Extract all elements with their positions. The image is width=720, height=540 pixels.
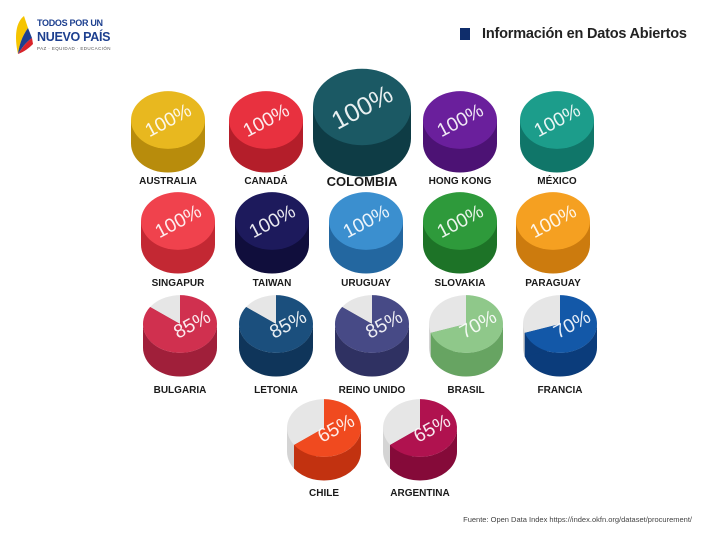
pie-bulgaria: 85%BULGARIA	[142, 295, 217, 396]
pie-top	[141, 192, 215, 250]
logo: TODOS POR UN NUEVO PAÍS PAZ · EQUIDAD · …	[12, 14, 122, 62]
pie-side	[143, 324, 217, 377]
country-label: URUGUAY	[341, 278, 391, 289]
pie-side	[390, 428, 457, 481]
pie-hong-kong: 100%HONG KONG	[423, 91, 497, 187]
pie-top	[516, 192, 590, 250]
country-label: FRANCIA	[538, 385, 583, 396]
pie-singapur: 100%SINGAPUR	[141, 192, 216, 289]
country-label: BRASIL	[447, 385, 484, 396]
pie-mexico: 100%MÉXICO	[520, 91, 594, 187]
pie-side	[239, 324, 313, 377]
country-label: COLOMBIA	[327, 174, 398, 189]
country-label: HONG KONG	[429, 176, 492, 187]
header-square-icon	[460, 28, 470, 40]
pie-side	[294, 428, 361, 481]
header: Información en Datos Abiertos	[460, 26, 687, 42]
country-label: LETONIA	[254, 385, 298, 396]
pie-top	[142, 295, 217, 353]
country-label: SLOVAKIA	[435, 278, 486, 289]
page-title: Información en Datos Abiertos	[482, 26, 687, 42]
pie-argentina: 65%ARGENTINA	[383, 399, 458, 499]
pie-top	[430, 295, 503, 353]
pie-top	[390, 399, 458, 457]
pie-side	[524, 324, 597, 377]
logo-tagline: PAZ · EQUIDAD · EDUCACIÓN	[37, 46, 111, 51]
pie-reino-unido: 85%REINO UNIDO	[334, 295, 409, 396]
country-label: TAIWAN	[253, 278, 292, 289]
country-label: MÉXICO	[537, 174, 577, 187]
country-label: CANADÁ	[244, 174, 287, 187]
pie-side	[335, 324, 409, 377]
pie-top	[329, 192, 403, 250]
pie-top	[229, 91, 303, 149]
pie-top	[313, 68, 411, 146]
pie-top	[131, 91, 205, 149]
pie-paraguay: 100%PARAGUAY	[516, 192, 590, 289]
pie-canada: 100%CANADÁ	[229, 91, 303, 187]
pie-australia: 100%AUSTRALIA	[131, 91, 205, 187]
pie-slovakia: 100%SLOVAKIA	[423, 192, 497, 289]
pie-top	[239, 295, 313, 353]
pie-chile: 65%CHILE	[287, 399, 362, 499]
pie-colombia: 100%COLOMBIA	[313, 68, 411, 189]
pie-uruguay: 100%URUGUAY	[329, 192, 403, 289]
pie-francia: 70%FRANCIA	[523, 295, 597, 396]
pie-top	[235, 192, 309, 250]
country-label: ARGENTINA	[390, 488, 449, 499]
pie-taiwan: 100%TAIWAN	[235, 192, 309, 289]
country-label: AUSTRALIA	[139, 176, 197, 187]
pie-top	[334, 295, 409, 353]
pie-brasil: 70%BRASIL	[429, 295, 503, 396]
source-note: Fuente: Open Data Index https://index.ok…	[463, 515, 692, 524]
country-label: PARAGUAY	[525, 278, 581, 289]
country-label: BULGARIA	[154, 385, 207, 396]
pie-top	[423, 192, 497, 250]
pie-letonia: 85%LETONIA	[239, 295, 313, 396]
logo-line-1: TODOS POR UN	[37, 18, 103, 28]
logo-line-2: NUEVO PAÍS	[37, 30, 111, 44]
pie-top	[520, 91, 594, 149]
country-label: REINO UNIDO	[339, 385, 406, 396]
pie-top	[294, 399, 362, 457]
pie-top	[423, 91, 497, 149]
colombia-flag-icon	[16, 16, 33, 54]
country-label: SINGAPUR	[152, 278, 206, 289]
pie-side	[430, 324, 503, 377]
pie-top	[524, 295, 597, 353]
country-label: CHILE	[309, 488, 339, 499]
